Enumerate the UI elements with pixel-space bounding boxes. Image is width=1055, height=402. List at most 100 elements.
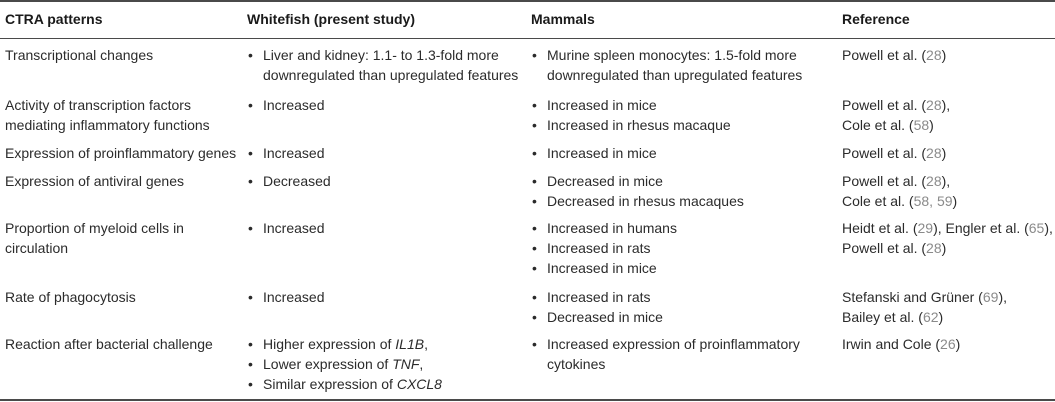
bullet-line: cytokines	[547, 356, 606, 372]
bullet-line: Murine spleen monocytes: 1.5-fold more	[547, 47, 797, 63]
header-reference: Reference	[842, 11, 910, 27]
whitefish-bullet: Lower expression of TNF,	[247, 354, 442, 374]
ref-text: Irwin and Cole (	[842, 336, 941, 352]
ref-text: Bailey et al. (	[842, 309, 923, 325]
bullet-text: Lower expression of	[263, 356, 393, 372]
reference-cell: Heidt et al. (29), Engler et al. (65), P…	[842, 218, 1053, 258]
mammals-cell: Increased in humans Increased in rats In…	[531, 218, 677, 278]
ref-text: Stefanski and Grüner (	[842, 289, 983, 305]
gene-name: TNF	[392, 356, 420, 372]
pattern-cell: Reaction after bacterial challenge	[5, 334, 213, 354]
ref-text: Powell et al. (	[842, 97, 927, 113]
mammals-bullet: Murine spleen monocytes: 1.5-fold more d…	[531, 45, 802, 85]
ref-text: Powell et al. (	[842, 173, 927, 189]
ref-number-link[interactable]: 65	[1028, 220, 1045, 236]
whitefish-bullet: Increased	[247, 95, 324, 115]
pattern-cell: Proportion of myeloid cells in circulati…	[5, 218, 184, 258]
mammals-bullet: Increased in humans	[531, 218, 677, 238]
whitefish-bullet: Decreased	[247, 171, 331, 191]
pattern-cell: Activity of transcription factors mediat…	[5, 95, 210, 135]
mammals-bullet: Increased in mice	[531, 258, 677, 278]
reference-line: Heidt et al. (29), Engler et al. (65),	[842, 218, 1053, 238]
ref-number-link[interactable]: 58, 59	[913, 193, 953, 209]
reference-line: Cole et al. (58)	[842, 115, 950, 135]
whitefish-cell: Liver and kidney: 1.1- to 1.3-fold more …	[247, 45, 518, 85]
bullet-line: Liver and kidney: 1.1- to 1.3-fold more	[263, 47, 499, 63]
table-header-rule	[0, 38, 1055, 39]
mammals-bullet: Decreased in mice	[531, 307, 663, 327]
reference-cell: Powell et al. (28)	[842, 143, 946, 163]
ref-text: ),	[1044, 220, 1053, 236]
header-mammals: Mammals	[531, 11, 595, 27]
ref-number-link[interactable]: 69	[982, 289, 999, 305]
pattern-cell: Rate of phagocytosis	[5, 287, 136, 307]
ref-text: ),	[941, 97, 951, 113]
bullet-text: Similar expression of	[263, 376, 397, 392]
ref-number-link[interactable]: 26	[940, 336, 956, 352]
mammals-cell: Increased in rats Decreased in mice	[531, 287, 663, 327]
pattern-cell: Expression of antiviral genes	[5, 171, 184, 191]
bullet-text: ,	[424, 336, 428, 352]
whitefish-cell: Increased	[247, 95, 324, 115]
table-top-rule	[0, 0, 1055, 2]
pattern-line: Rate of phagocytosis	[5, 289, 136, 305]
ref-number-link[interactable]: 28	[926, 173, 942, 189]
pattern-line: Expression of proinflammatory genes	[5, 145, 237, 161]
mammals-bullet: Increased in rats	[531, 287, 663, 307]
ref-number-link[interactable]: 29	[917, 220, 934, 236]
ref-number-link[interactable]: 28	[926, 47, 942, 63]
pattern-line: Proportion of myeloid cells in	[5, 220, 184, 236]
mammals-cell: Increased in mice Increased in rhesus ma…	[531, 95, 731, 135]
pattern-line: Transcriptional changes	[5, 47, 154, 63]
reference-line: Powell et al. (28),	[842, 95, 950, 115]
whitefish-cell: Increased	[247, 143, 324, 163]
whitefish-bullet: Liver and kidney: 1.1- to 1.3-fold more …	[247, 45, 518, 85]
ref-text: )	[929, 117, 934, 133]
ref-number-link[interactable]: 62	[922, 309, 939, 325]
reference-line: Powell et al. (28)	[842, 238, 1053, 258]
ref-text: ),	[998, 289, 1007, 305]
ref-number-link[interactable]: 28	[926, 145, 942, 161]
ref-text: Powell et al. (	[842, 47, 927, 63]
header-whitefish: Whitefish (present study)	[247, 11, 416, 27]
mammals-cell: Decreased in mice Decreased in rhesus ma…	[531, 171, 744, 211]
reference-line: Powell et al. (28),	[842, 171, 957, 191]
ref-number-link[interactable]: 28	[926, 97, 942, 113]
mammals-bullet: Increased expression of proinflammatory …	[531, 334, 800, 374]
ref-text: ),	[941, 173, 951, 189]
ref-text: )	[941, 47, 947, 63]
mammals-bullet: Increased in rats	[531, 238, 677, 258]
ref-number-link[interactable]: 28	[926, 240, 942, 256]
whitefish-cell: Increased	[247, 287, 324, 307]
reference-cell: Irwin and Cole (26)	[842, 334, 960, 354]
ref-text: Cole et al. (	[842, 193, 914, 209]
ref-number-link[interactable]: 58	[913, 117, 930, 133]
reference-line: Powell et al. (28)	[842, 45, 946, 65]
ref-text: Powell et al. (	[842, 145, 927, 161]
whitefish-bullet: Increased	[247, 143, 324, 163]
bullet-line: downregulated than upregulated features	[547, 67, 803, 83]
whitefish-bullet: Increased	[247, 287, 324, 307]
pattern-cell: Transcriptional changes	[5, 45, 153, 65]
pattern-cell: Expression of proinflammatory genes	[5, 143, 236, 163]
reference-line: Cole et al. (58, 59)	[842, 191, 957, 211]
pattern-line: Expression of antiviral genes	[5, 173, 184, 189]
pattern-line: circulation	[5, 240, 69, 256]
mammals-cell: Murine spleen monocytes: 1.5-fold more d…	[531, 45, 802, 85]
gene-name: CXCL8	[396, 376, 442, 392]
header-ctra-patterns: CTRA patterns	[5, 11, 103, 27]
ref-text: )	[938, 309, 944, 325]
bullet-text: Higher expression of	[263, 336, 396, 352]
whitefish-cell: Increased	[247, 218, 324, 238]
reference-line: Stefanski and Grüner (69),	[842, 287, 1007, 307]
whitefish-cell: Decreased	[247, 171, 331, 191]
whitefish-bullet: Similar expression of CXCL8	[247, 374, 442, 394]
ref-text: )	[941, 240, 947, 256]
ref-text: Heidt et al. (	[842, 220, 918, 236]
reference-line: Powell et al. (28)	[842, 143, 946, 163]
pattern-line: Activity of transcription factors	[5, 97, 191, 113]
reference-cell: Powell et al. (28), Cole et al. (58, 59)	[842, 171, 957, 211]
ref-text: Cole et al. (	[842, 117, 914, 133]
bullet-line: Increased expression of proinflammatory	[547, 336, 800, 352]
